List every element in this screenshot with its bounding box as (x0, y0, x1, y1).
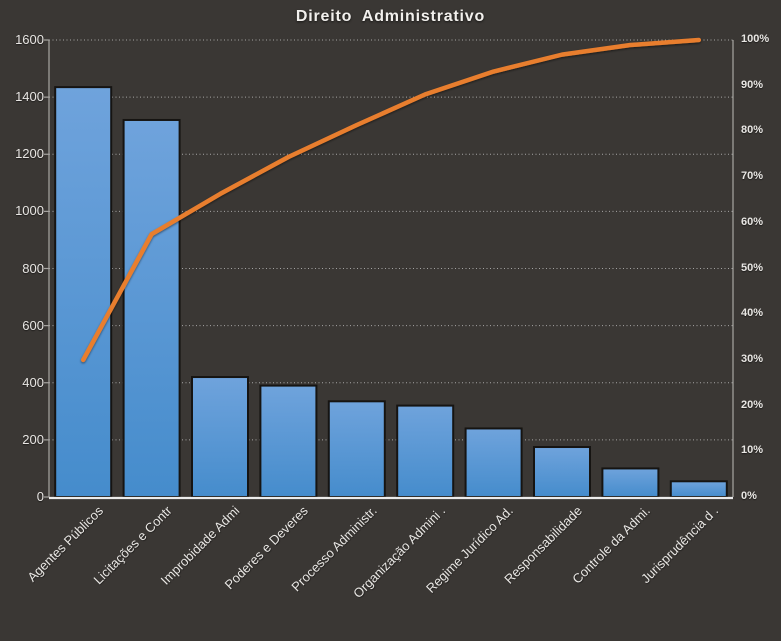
chart-title: Direito Administrativo (295, 8, 486, 25)
bar (601, 467, 660, 498)
bar (327, 400, 386, 498)
cumulative-percentage-line (80, 37, 702, 363)
bar (396, 404, 455, 499)
bar (259, 384, 318, 499)
bar (533, 446, 591, 498)
bar (122, 118, 181, 498)
bar (669, 480, 728, 498)
bar (464, 427, 523, 499)
bar (191, 376, 249, 499)
bar (54, 86, 113, 499)
